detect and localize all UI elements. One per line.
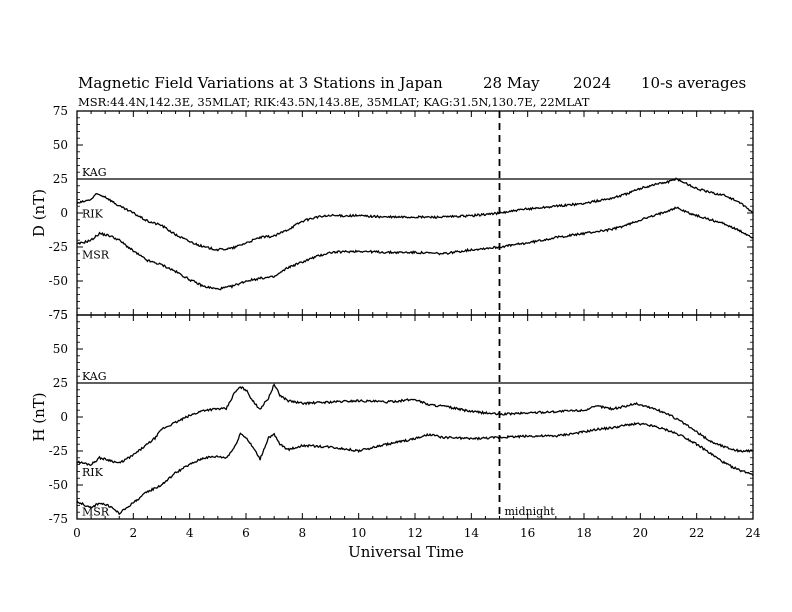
x-tick-label: 24	[745, 526, 761, 540]
series-label-rik: RIK	[82, 207, 104, 220]
plot-area: 75 50 25 0 -25 -50 -75 D (nT) KAG RIK MSR 75 50 25 0 -2…	[30, 104, 761, 561]
panel-1: 75 50 25 0 -25 -50 -75 H (nT) KAG RIK MSR	[30, 308, 754, 526]
y-tick-label: 0	[60, 206, 68, 220]
series-label-kag: KAG	[82, 370, 107, 383]
series-label-kag: KAG	[82, 166, 107, 179]
y-tick-label: 50	[53, 342, 68, 356]
title-main: Magnetic Field Variations at 3 Stations …	[78, 74, 443, 92]
series-line-rik	[77, 383, 753, 467]
title-year: 2024	[573, 74, 611, 92]
x-tick-label: 6	[242, 526, 250, 540]
y-tick-label: 75	[53, 308, 68, 322]
x-tick-label: 4	[186, 526, 194, 540]
y-tick-label: 0	[60, 410, 68, 424]
y-tick-label: -50	[49, 478, 68, 492]
y-tick-label: 50	[53, 138, 68, 152]
series-label-rik: RIK	[82, 466, 104, 479]
panel-frame	[76, 110, 754, 316]
x-tick-label: 18	[576, 526, 591, 540]
x-tick-label: 14	[464, 526, 480, 540]
series-line-rik	[77, 177, 753, 252]
x-tick-label: 8	[299, 526, 307, 540]
x-tick-label: 10	[351, 526, 366, 540]
title-averaging: 10-s averages	[641, 74, 746, 92]
y-axis-label: D (nT)	[30, 189, 48, 237]
y-tick-label: -25	[49, 444, 68, 458]
midnight-label: midnight	[505, 505, 556, 518]
y-tick-label: -75	[49, 512, 68, 526]
panel-frame	[76, 314, 754, 520]
x-axis-label: Universal Time	[348, 543, 464, 561]
station-coordinates-subtitle: MSR:44.4N,142.3E, 35MLAT; RIK:43.5N,143.…	[78, 95, 590, 109]
x-tick-label: 22	[689, 526, 704, 540]
x-tick-label: 12	[407, 526, 422, 540]
x-tick-label: 20	[633, 526, 648, 540]
panel-0: 75 50 25 0 -25 -50 -75 D (nT) KAG RIK MSR	[30, 104, 754, 322]
x-tick-label: 2	[130, 526, 138, 540]
y-tick-label: 25	[53, 376, 68, 390]
y-tick-label: -50	[49, 274, 68, 288]
chart-title: Magnetic Field Variations at 3 Stations …	[78, 74, 746, 109]
y-tick-label: -75	[49, 308, 68, 322]
series-label-msr: MSR	[82, 505, 110, 518]
y-axis-label: H (nT)	[30, 392, 48, 441]
series-line-msr	[77, 206, 753, 291]
y-tick-label: 75	[53, 104, 68, 118]
series-line-msr	[77, 421, 753, 516]
title-date: 28 May	[483, 74, 540, 92]
series-label-msr: MSR	[82, 248, 110, 261]
x-tick-label: 16	[520, 526, 535, 540]
y-tick-label: -25	[49, 240, 68, 254]
x-tick-label: 0	[73, 526, 81, 540]
y-tick-label: 25	[53, 172, 68, 186]
